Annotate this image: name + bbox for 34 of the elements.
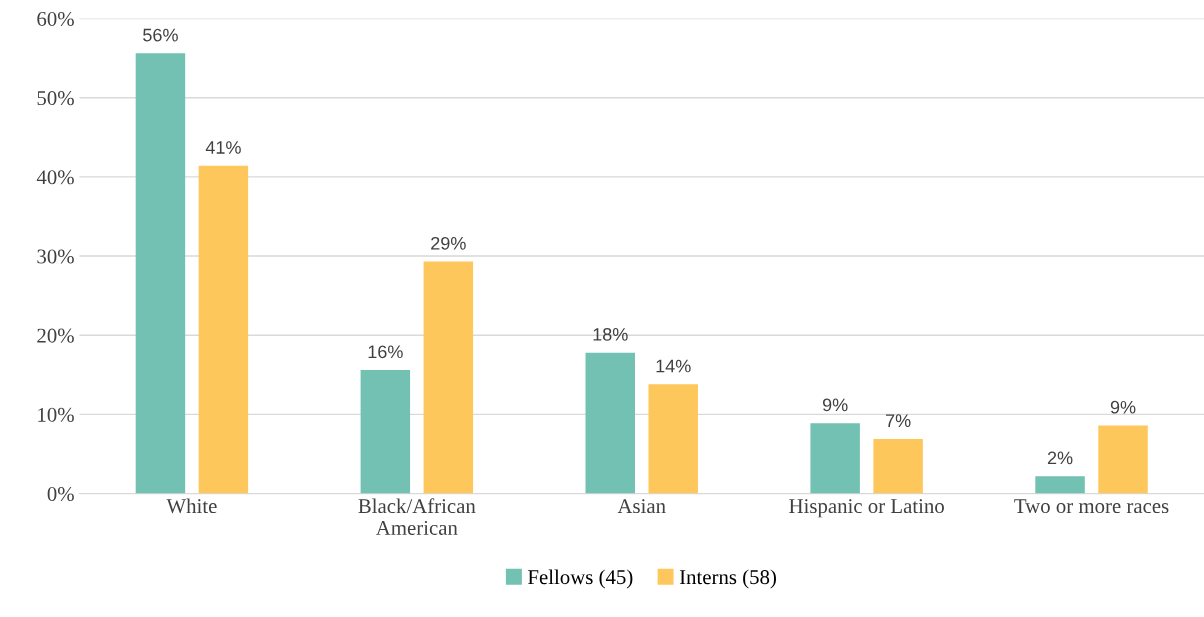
x-tick-label: White: [166, 498, 217, 514]
bar: [873, 438, 923, 494]
data-label: 29%: [431, 236, 466, 250]
bar: [585, 352, 635, 494]
data-label: 9%: [1110, 400, 1136, 414]
bar: [360, 370, 411, 494]
y-tick-label: 0%: [47, 486, 74, 502]
bar: [1098, 425, 1148, 494]
y-tick-label: 60%: [37, 11, 74, 27]
y-tick-label: 20%: [37, 328, 74, 343]
x-tick-label: Two or more races: [1014, 499, 1169, 514]
x-tick-label: Black/African American: [358, 498, 476, 535]
bar: [135, 53, 186, 494]
y-tick-label: 40%: [36, 170, 74, 185]
y-tick-label: 50%: [37, 91, 74, 106]
data-label: 18%: [593, 327, 628, 341]
bar: [810, 423, 860, 494]
bar: [648, 384, 698, 494]
y-tick-label: 30%: [37, 249, 74, 264]
bar: [198, 165, 249, 494]
y-tick-label: 10%: [38, 407, 74, 422]
bar: [1035, 476, 1085, 494]
data-label: 2%: [1047, 451, 1073, 465]
data-label: 16%: [368, 345, 403, 359]
x-tick-label: Asian: [617, 499, 666, 514]
legend-label: Fellows (45): [528, 569, 633, 589]
legend-label: Interns (58): [679, 569, 776, 589]
x-tick-label: Hispanic or Latino: [789, 499, 944, 518]
data-label: 14%: [656, 359, 691, 373]
data-label: 9%: [822, 398, 848, 412]
bar: [423, 261, 474, 494]
data-label: 56%: [143, 28, 178, 42]
data-label: 7%: [886, 414, 911, 427]
data-label: 41%: [205, 141, 241, 154]
